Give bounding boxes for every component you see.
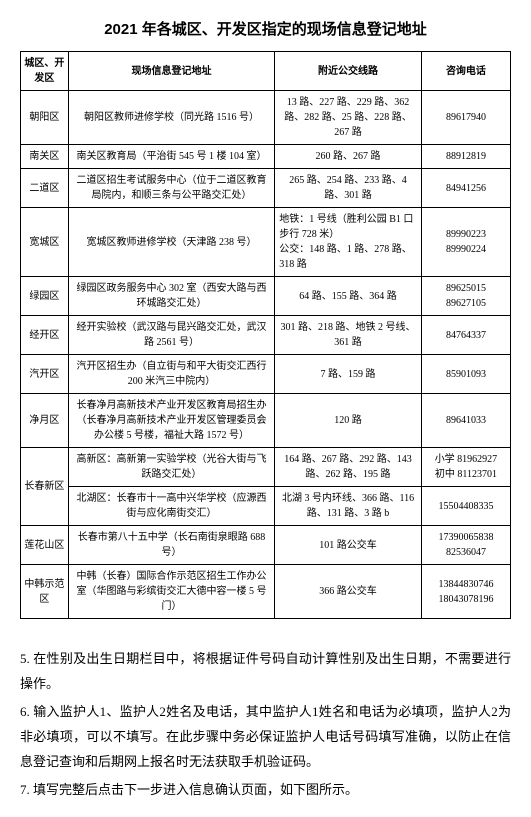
cell-address: 北湖区：长春市十一高中兴华学校（应源西街与应化南街交汇） — [68, 487, 274, 526]
cell-district: 绿园区 — [21, 277, 69, 316]
table-row: 汽开区汽开区招生办（自立街与和平大街交汇西行 200 米汽三中院内）7 路、15… — [21, 355, 511, 394]
cell-address: 绿园区政务服务中心 302 室（西安大路与西环城路交汇处） — [68, 277, 274, 316]
cell-phone: 小学 81962927初中 81123701 — [421, 448, 510, 487]
cell-bus: 北湖 3 号内环线、366 路、116 路、131 路、3 路 b — [275, 487, 422, 526]
cell-district: 宽城区 — [21, 208, 69, 277]
cell-address: 长春市第八十五中学（长石南街泉眼路 688 号） — [68, 526, 274, 565]
cell-district: 南关区 — [21, 145, 69, 169]
cell-phone: 84764337 — [421, 316, 510, 355]
cell-bus: 64 路、155 路、364 路 — [275, 277, 422, 316]
cell-bus: 120 路 — [275, 394, 422, 448]
header-district: 城区、开发区 — [21, 52, 69, 91]
table-row: 中韩示范区中韩（长春）国际合作示范区招生工作办公室（华图路与彩缤街交汇大德中容一… — [21, 565, 511, 619]
cell-bus: 164 路、267 路、292 路、143 路、262 路、195 路 — [275, 448, 422, 487]
cell-phone: 1384483074618043078196 — [421, 565, 510, 619]
cell-phone: 85901093 — [421, 355, 510, 394]
cell-bus: 地铁：1 号线（胜利公园 B1 口步行 728 米）公交：148 路、1 路、2… — [275, 208, 422, 277]
cell-phone: 84941256 — [421, 169, 510, 208]
cell-address: 汽开区招生办（自立街与和平大街交汇西行 200 米汽三中院内） — [68, 355, 274, 394]
cell-phone: 8962501589627105 — [421, 277, 510, 316]
cell-district: 净月区 — [21, 394, 69, 448]
document-page: 2021 年各城区、开发区指定的现场信息登记地址 城区、开发区 现场信息登记地址… — [0, 0, 531, 817]
table-row: 莲花山区长春市第八十五中学（长石南街泉眼路 688 号）101 路公交车1739… — [21, 526, 511, 565]
cell-phone: 15504408335 — [421, 487, 510, 526]
table-row: 北湖区：长春市十一高中兴华学校（应源西街与应化南街交汇）北湖 3 号内环线、36… — [21, 487, 511, 526]
table-row: 净月区长春净月高新技术产业开发区教育局招生办（长春净月高新技术产业开发区管理委员… — [21, 394, 511, 448]
cell-bus: 7 路、159 路 — [275, 355, 422, 394]
cell-address: 朝阳区教师进修学校（同光路 1516 号） — [68, 91, 274, 145]
instruction-paragraphs: 5. 在性别及出生日期栏目中，将根据证件号码自动计算性别及出生日期，不需要进行操… — [20, 647, 511, 803]
cell-phone: 89617940 — [421, 91, 510, 145]
cell-phone: 88912819 — [421, 145, 510, 169]
cell-district: 经开区 — [21, 316, 69, 355]
cell-bus: 366 路公交车 — [275, 565, 422, 619]
cell-district: 莲花山区 — [21, 526, 69, 565]
cell-bus: 260 路、267 路 — [275, 145, 422, 169]
table-row: 二道区二道区招生考试服务中心（位于二道区教育局院内，和顺三条与公平路交汇处）26… — [21, 169, 511, 208]
table-row: 南关区南关区教育局（平治街 545 号 1 楼 104 室）260 路、267 … — [21, 145, 511, 169]
cell-district: 中韩示范区 — [21, 565, 69, 619]
cell-phone: 8999022389990224 — [421, 208, 510, 277]
table-row: 经开区经开实验校（武汉路与昆兴路交汇处，武汉路 2561 号）301 路、218… — [21, 316, 511, 355]
header-address: 现场信息登记地址 — [68, 52, 274, 91]
paragraph-7: 7. 填写完整后点击下一步进入信息确认页面，如下图所示。 — [20, 778, 511, 803]
table-row: 长春新区高新区：高新第一实验学校（光谷大街与飞跃路交汇处）164 路、267 路… — [21, 448, 511, 487]
cell-bus: 301 路、218 路、地铁 2 号线、361 路 — [275, 316, 422, 355]
cell-phone: 1739006583882536047 — [421, 526, 510, 565]
registration-table: 城区、开发区 现场信息登记地址 附近公交线路 咨询电话 朝阳区朝阳区教师进修学校… — [20, 51, 511, 619]
table-row: 朝阳区朝阳区教师进修学校（同光路 1516 号）13 路、227 路、229 路… — [21, 91, 511, 145]
table-row: 绿园区绿园区政务服务中心 302 室（西安大路与西环城路交汇处）64 路、155… — [21, 277, 511, 316]
cell-address: 长春净月高新技术产业开发区教育局招生办（长春净月高新技术产业开发区管理委员会办公… — [68, 394, 274, 448]
cell-district: 朝阳区 — [21, 91, 69, 145]
cell-bus: 101 路公交车 — [275, 526, 422, 565]
cell-bus: 265 路、254 路、233 路、4 路、301 路 — [275, 169, 422, 208]
header-bus: 附近公交线路 — [275, 52, 422, 91]
cell-address: 宽城区教师进修学校（天津路 238 号） — [68, 208, 274, 277]
cell-address: 中韩（长春）国际合作示范区招生工作办公室（华图路与彩缤街交汇大德中容一楼 5 号… — [68, 565, 274, 619]
page-title: 2021 年各城区、开发区指定的现场信息登记地址 — [20, 18, 511, 39]
cell-address: 二道区招生考试服务中心（位于二道区教育局院内，和顺三条与公平路交汇处） — [68, 169, 274, 208]
cell-district: 二道区 — [21, 169, 69, 208]
cell-address: 南关区教育局（平治街 545 号 1 楼 104 室） — [68, 145, 274, 169]
cell-address: 经开实验校（武汉路与昆兴路交汇处，武汉路 2561 号） — [68, 316, 274, 355]
cell-bus: 13 路、227 路、229 路、362 路、282 路、25 路、228 路、… — [275, 91, 422, 145]
cell-district: 长春新区 — [21, 448, 69, 526]
paragraph-5: 5. 在性别及出生日期栏目中，将根据证件号码自动计算性别及出生日期，不需要进行操… — [20, 647, 511, 696]
table-row: 宽城区宽城区教师进修学校（天津路 238 号）地铁：1 号线（胜利公园 B1 口… — [21, 208, 511, 277]
paragraph-6: 6. 输入监护人1、监护人2姓名及电话，其中监护人1姓名和电话为必填项，监护人2… — [20, 700, 511, 774]
cell-address: 高新区：高新第一实验学校（光谷大街与飞跃路交汇处） — [68, 448, 274, 487]
cell-district: 汽开区 — [21, 355, 69, 394]
header-phone: 咨询电话 — [421, 52, 510, 91]
cell-phone: 89641033 — [421, 394, 510, 448]
table-header-row: 城区、开发区 现场信息登记地址 附近公交线路 咨询电话 — [21, 52, 511, 91]
